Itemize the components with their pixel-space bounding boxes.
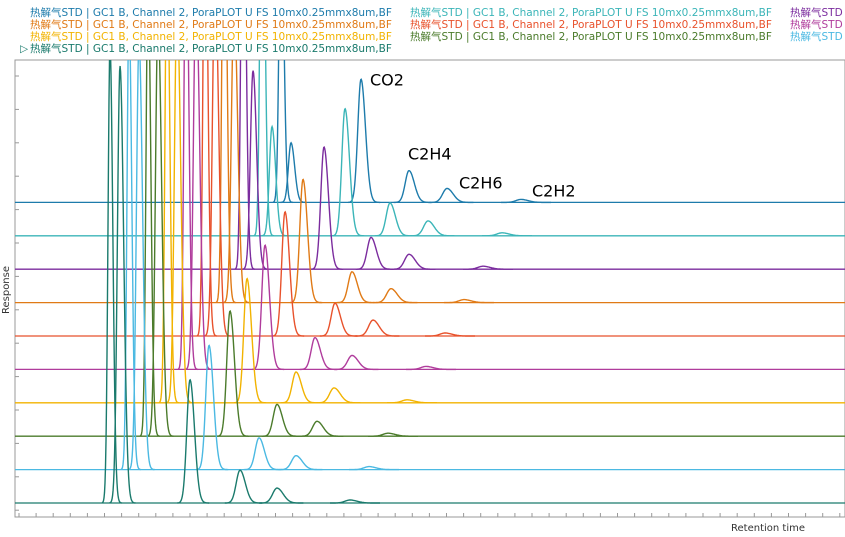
peak [391, 253, 436, 270]
peak [373, 288, 418, 304]
peak [368, 432, 418, 437]
legend-entry: 热解气STD | GC1 B, Channel 2, PoraPLOT U FS… [410, 30, 772, 43]
peak [234, 277, 267, 404]
peak [355, 236, 394, 270]
peak [272, 210, 305, 337]
annotation: C2H4 [408, 145, 452, 164]
peak [425, 332, 475, 337]
y-axis-label: Response [1, 266, 12, 314]
peak [336, 271, 375, 304]
legend-entry: 热解气STD | GC1 B, Channel 2, PoraPLOT U FS… [410, 6, 772, 19]
peak [261, 403, 300, 437]
peak [278, 455, 323, 471]
legend-entry: 热解气STD | GC1 B, Channel 2, PoraPLOT U FS… [790, 6, 845, 19]
peak [101, 60, 123, 504]
peak [319, 302, 358, 337]
peak [196, 344, 229, 471]
peak [215, 60, 237, 304]
legend-entry: 热解气STD | GC1 B, Channel 2, PoraPLOT U FS… [30, 30, 392, 43]
peak [299, 420, 344, 437]
peak [299, 337, 338, 371]
peak [243, 437, 282, 471]
peak [410, 220, 455, 237]
peak [234, 60, 256, 270]
peak [387, 399, 437, 404]
peak [482, 232, 532, 237]
peak [348, 78, 381, 204]
peak [501, 198, 551, 204]
peak [332, 107, 365, 237]
peak [109, 65, 136, 504]
peak [355, 319, 400, 337]
legend-entry: 热解气STD | GC1 B, Channel 2, PoraPLOT U FS… [30, 42, 392, 55]
peak [330, 499, 380, 504]
peak [259, 487, 304, 504]
ticks [15, 75, 841, 517]
peak [204, 60, 231, 337]
peak [217, 309, 250, 437]
legend-entry: 热解气STD | GC1 B, Channel 2, PoraPLOT U FS… [30, 18, 392, 31]
peak [196, 60, 218, 337]
peak [147, 60, 174, 437]
peak [393, 170, 432, 204]
peak [177, 378, 210, 504]
peak [158, 60, 180, 404]
peak [253, 60, 275, 237]
legend-entry: 热解气STD | GC1 B, Channel 2, PoraPLOT U FS… [410, 18, 772, 31]
peak [177, 60, 199, 371]
peak [444, 298, 494, 304]
peak [280, 371, 319, 404]
peak [139, 60, 161, 437]
plot-frame [14, 59, 845, 518]
annotation: C2H6 [459, 174, 503, 193]
annotation: C2H2 [532, 182, 576, 201]
peak [242, 70, 269, 270]
peak [374, 202, 413, 237]
peak [252, 244, 285, 371]
peak [120, 60, 142, 471]
peak [406, 365, 456, 371]
peak [311, 145, 344, 270]
x-axis-label: Retention time [731, 523, 805, 534]
peak [224, 469, 263, 504]
peak [463, 265, 513, 270]
legend-entry: 热解气STD | GC1 B, Channel 2, PoraPLOT U FS… [790, 18, 845, 31]
peak [429, 187, 474, 204]
peak [290, 178, 323, 304]
legend-entry: 热解气STD | GC1 B, Channel 2, PoraPLOT U FS… [790, 30, 845, 43]
peak [128, 60, 155, 471]
legend-entry: 热解气STD | GC1 B, Channel 2, PoraPLOT U FS… [30, 6, 392, 19]
annotation: CO2 [370, 71, 404, 90]
traces [15, 60, 845, 504]
peak [316, 387, 361, 404]
peak [280, 141, 307, 204]
legend-marker: ▷ [20, 43, 29, 55]
peak [334, 354, 379, 371]
peak [349, 465, 399, 471]
